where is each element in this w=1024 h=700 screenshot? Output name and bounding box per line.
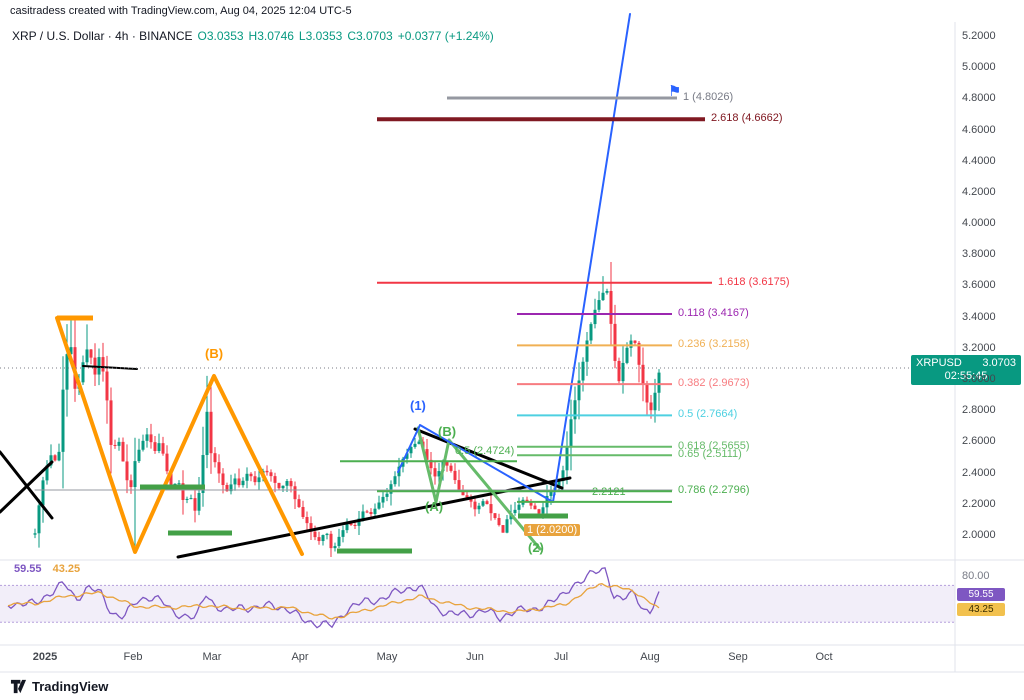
rsi-axis-badge: 43.25	[957, 603, 1005, 616]
price-axis-tick: 2.4000	[962, 466, 996, 479]
fib-level-label: 0.236 (3.2158)	[678, 338, 750, 351]
fib-level-label: 0.382 (2.9673)	[678, 377, 750, 390]
rsi-ma-value: 43.25	[52, 563, 81, 575]
tradingview-logo-text[interactable]: TradingView	[32, 679, 109, 694]
time-axis-tick: Sep	[728, 651, 748, 663]
price-axis-tick: 2.0000	[962, 528, 996, 541]
price-axis-tick: 4.6000	[962, 123, 996, 136]
time-axis-tick: Apr	[291, 651, 309, 663]
fib-level-label: 0.118 (3.4167)	[678, 307, 749, 320]
price-axis-tick: 2.2000	[962, 497, 996, 510]
price-axis-tick: 5.2000	[962, 30, 996, 42]
wave-label: (1)	[410, 398, 426, 413]
time-axis-tick: 2025	[32, 651, 58, 663]
flag-marker: ⚑	[668, 83, 682, 100]
price-axis-tick: 4.8000	[962, 92, 996, 105]
price-axis-tick: 4.0000	[962, 217, 996, 230]
rsi-current-values: 59.55 43.25	[14, 563, 80, 575]
legend-low: L3.0353	[298, 29, 343, 43]
fib-level-label: 0.618 (2.5655)	[678, 439, 750, 452]
bottom-toolbar: TradingView	[0, 673, 1024, 700]
fib-level-label: 2.2121	[592, 485, 626, 498]
fib-level-label: 0.5 (2.7664)	[678, 408, 738, 421]
legend-symbol[interactable]: XRP / U.S. Dollar · 4h · BINANCE	[12, 29, 193, 43]
fib-level-label: 0.786 (2.2796)	[678, 484, 750, 497]
fib-level-label: 0.5 (2.4724)	[455, 445, 515, 458]
price-axis-tick: 3.0000	[962, 372, 996, 385]
wave-label: (B)	[438, 424, 457, 439]
price-badge-price: 3.0703	[982, 357, 1016, 369]
legend-open: O3.0353	[197, 29, 244, 43]
current-price-badge: XRPUSD 3.0703 02:55:45	[911, 355, 1021, 385]
time-axis-tick: Mar	[202, 651, 222, 663]
legend-high: H3.0746	[248, 29, 294, 43]
wave-label: (B)	[205, 346, 224, 361]
price-axis-tick: 5.0000	[962, 61, 996, 74]
time-axis[interactable]	[0, 646, 955, 672]
price-axis-tick: 3.4000	[962, 310, 996, 323]
chart-legend[interactable]: XRP / U.S. Dollar · 4h · BINANCE O3.0353 H…	[12, 29, 494, 43]
price-axis-tick: 4.4000	[962, 154, 996, 167]
price-badge-symbol: XRPUSD	[916, 357, 962, 369]
price-axis-tick: 2.8000	[962, 404, 996, 417]
fib-level-label: 0.65 (2.5111)	[678, 448, 742, 461]
fib-level-label: 1 (2.0200)	[524, 523, 581, 536]
fib-level-label: 1 (4.8026)	[683, 90, 734, 103]
time-axis-tick: Jun	[466, 651, 484, 663]
time-axis-tick: May	[376, 651, 398, 663]
time-axis-tick: Jul	[553, 651, 569, 663]
price-axis-tick: 3.8000	[962, 248, 996, 261]
price-axis[interactable]	[955, 25, 1024, 645]
wave-label: (A)	[425, 499, 444, 514]
legend-change: +0.0377 (+1.24%)	[397, 29, 494, 43]
rsi-value: 59.55	[14, 563, 42, 575]
legend-close: C3.0703	[347, 29, 393, 43]
tradingview-logo-icon[interactable]	[10, 678, 27, 695]
fib-level-label: 1.618 (3.6175)	[718, 275, 790, 288]
rsi-axis-badge: 59.55	[957, 588, 1005, 601]
fib-level-label: 2.618 (4.6662)	[711, 112, 783, 125]
price-axis-tick: 3.2000	[962, 341, 996, 354]
wave-label: (2)	[528, 540, 544, 555]
time-axis-tick: Aug	[640, 651, 660, 663]
price-badge-countdown: 02:55:45	[944, 370, 988, 382]
price-axis-tick: 4.2000	[962, 185, 996, 198]
price-axis-tick: 3.6000	[962, 279, 996, 292]
time-axis-tick: Feb	[123, 651, 143, 663]
credit-line: casitradess created with TradingView.com…	[10, 5, 352, 17]
price-axis-tick: 2.6000	[962, 435, 996, 448]
rsi-axis-tick: 80.00	[962, 570, 990, 583]
time-axis-tick: Oct	[815, 651, 833, 663]
